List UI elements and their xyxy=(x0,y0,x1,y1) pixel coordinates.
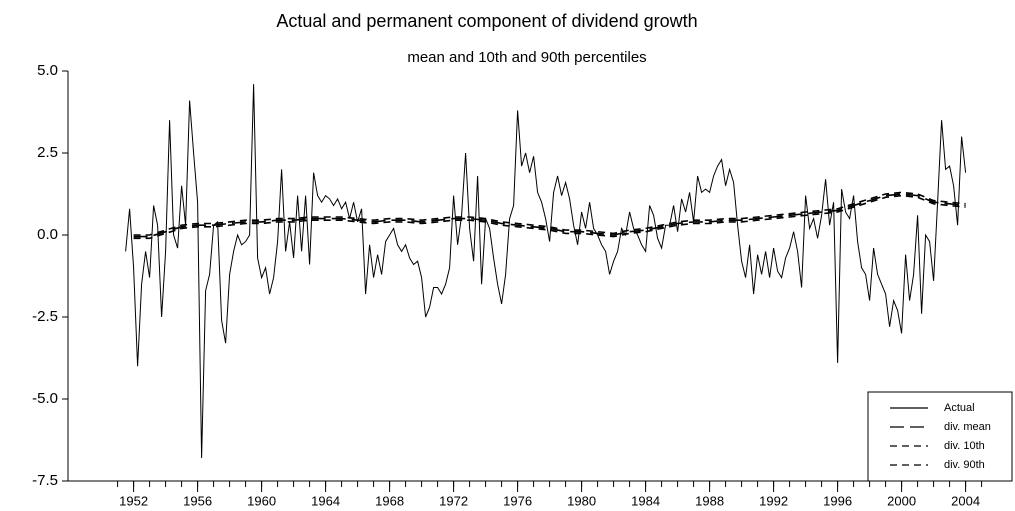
series-line xyxy=(133,191,966,236)
x-tick-label: 1992 xyxy=(759,493,788,508)
x-tick-label: 1988 xyxy=(695,493,724,508)
legend-label: div. 90th xyxy=(944,459,985,471)
y-tick-label: 5.0 xyxy=(37,62,58,79)
series-line xyxy=(133,194,966,240)
chart-subtitle: mean and 10th and 90th percentiles xyxy=(407,49,646,66)
y-tick-label: 0.0 xyxy=(37,226,58,243)
x-tick-label: 1960 xyxy=(247,493,276,508)
series-line xyxy=(133,193,966,238)
x-tick-label: 1980 xyxy=(567,493,596,508)
x-tick-label: 1964 xyxy=(311,493,340,508)
x-tick-label: 2000 xyxy=(887,493,916,508)
legend-label: Actual xyxy=(944,402,975,414)
y-tick-label: -7.5 xyxy=(32,472,58,489)
y-tick-label: -5.0 xyxy=(32,390,58,407)
y-tick-label: -2.5 xyxy=(32,308,58,325)
chart-title: Actual and permanent component of divide… xyxy=(276,11,697,31)
legend-label: div. mean xyxy=(944,421,991,433)
x-tick-label: 1952 xyxy=(119,493,148,508)
legend-label: div. 10th xyxy=(944,440,985,452)
series-line xyxy=(125,84,967,459)
legend-box xyxy=(867,391,1013,482)
x-tick-label: 1984 xyxy=(631,493,660,508)
x-tick-label: 1972 xyxy=(439,493,468,508)
x-tick-label: 1996 xyxy=(823,493,852,508)
y-tick-label: 2.5 xyxy=(37,144,58,161)
x-tick-label: 2004 xyxy=(951,493,980,508)
x-tick-label: 1968 xyxy=(375,493,404,508)
x-tick-label: 1976 xyxy=(503,493,532,508)
x-tick-label: 1956 xyxy=(183,493,212,508)
